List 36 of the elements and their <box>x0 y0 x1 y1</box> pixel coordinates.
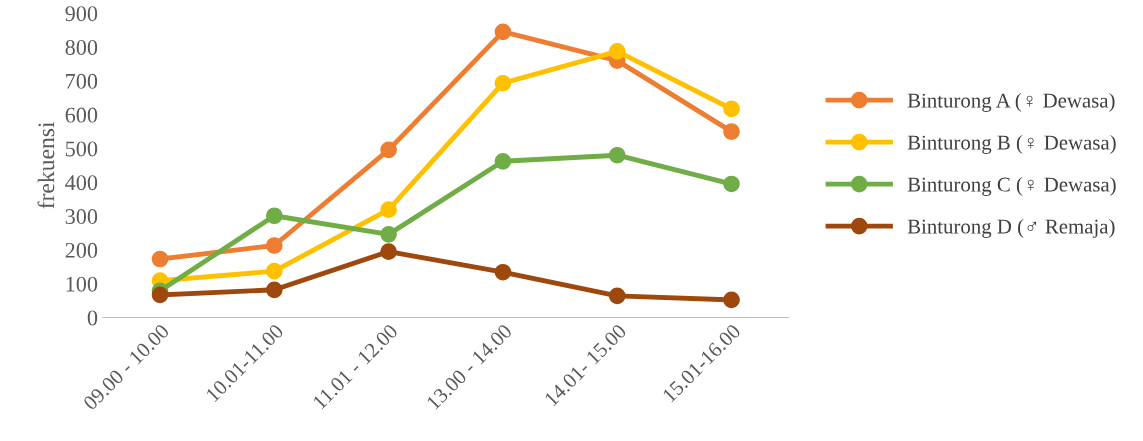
point <box>265 281 283 299</box>
y-tick-label: 300 <box>65 209 98 225</box>
point <box>380 243 397 260</box>
point <box>723 291 740 309</box>
point <box>265 262 283 280</box>
point <box>380 226 397 243</box>
y-tick-label: 0 <box>87 310 98 326</box>
legend-label: Binturong B (♀ Dewasa) <box>907 134 1116 154</box>
y-tick-label: 900 <box>65 6 98 22</box>
point <box>723 100 740 118</box>
y-tick-label: 800 <box>65 39 98 55</box>
point <box>608 146 626 164</box>
y-tick-label: 100 <box>66 276 98 292</box>
point <box>494 263 512 281</box>
point <box>265 207 283 225</box>
point <box>494 152 512 170</box>
point <box>151 286 169 304</box>
legend-label: Binturong A (♀ Dewasa) <box>907 92 1115 112</box>
point <box>380 141 397 159</box>
point <box>494 23 512 41</box>
y-tick-label: 600 <box>65 107 98 123</box>
point <box>608 43 626 60</box>
point <box>151 250 169 268</box>
y-tick-label: 200 <box>65 242 98 258</box>
point <box>608 287 626 305</box>
point <box>723 123 740 140</box>
legend-label: Binturong D (♂ Remaja) <box>907 218 1115 238</box>
point <box>723 175 740 193</box>
point <box>265 237 283 254</box>
point <box>380 201 397 219</box>
y-tick-label: 400 <box>65 175 98 191</box>
legend-label: Binturong C (♀ Dewasa) <box>907 176 1116 196</box>
y-tick-label: 500 <box>65 141 98 157</box>
point <box>494 74 512 92</box>
y-tick-label: 700 <box>66 73 98 89</box>
y-axis-title: frekuensi <box>37 121 55 209</box>
